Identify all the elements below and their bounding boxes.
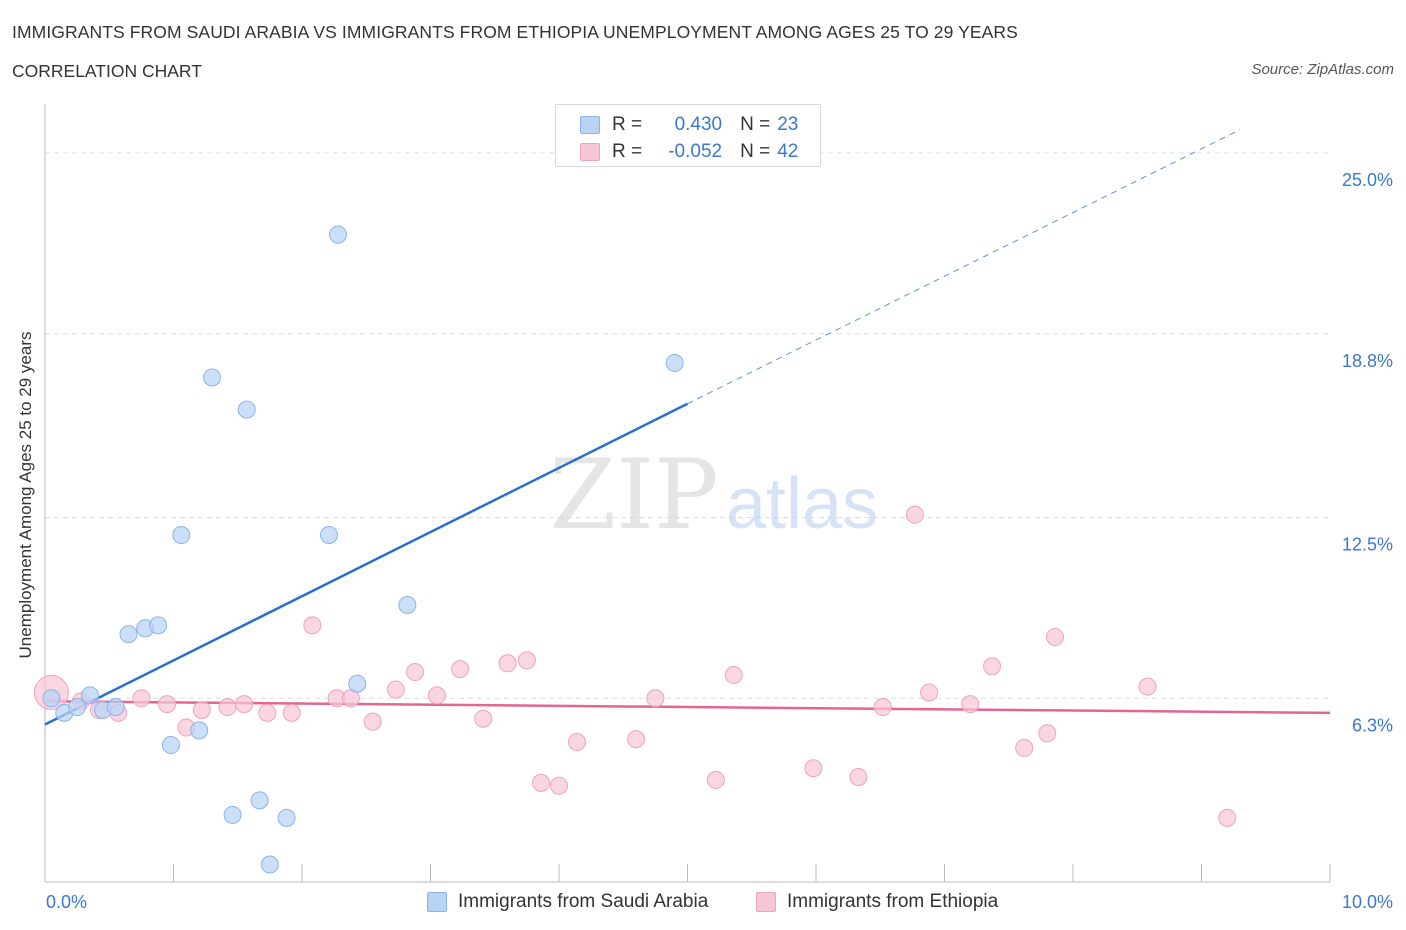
- point-ethiopia: [961, 695, 980, 714]
- legend-n-value-ethiopia: 42: [777, 141, 799, 162]
- x-tick-label: 0.0%: [46, 892, 87, 912]
- legend-r-value-saudi: 0.430: [674, 114, 723, 135]
- point-ethiopia: [905, 505, 924, 524]
- point-saudi: [106, 698, 125, 717]
- point-ethiopia: [1015, 738, 1034, 757]
- trend-line-saudi: [44, 402, 689, 726]
- point-saudi: [398, 595, 417, 614]
- legend-row-saudi: R = 0.430 N = 23: [580, 113, 798, 137]
- y-axis-title: Unemployment Among Ages 25 to 29 years: [16, 331, 35, 659]
- point-saudi: [250, 791, 269, 810]
- legend-n-value-saudi: 23: [777, 114, 799, 135]
- point-ethiopia: [567, 733, 586, 752]
- point-saudi: [277, 808, 296, 827]
- point-ethiopia: [1218, 808, 1237, 827]
- point-ethiopia: [627, 730, 646, 749]
- axes: [44, 104, 1331, 883]
- x-tick-label: 10.0%: [1342, 892, 1393, 912]
- trend-line-saudi-extension: [687, 129, 1241, 405]
- y-tick-label: 6.3%: [1352, 715, 1393, 735]
- point-ethiopia: [258, 703, 277, 722]
- legend-swatch-ethiopia: [580, 143, 600, 161]
- point-saudi: [119, 625, 138, 644]
- point-saudi: [348, 674, 367, 693]
- y-tick-label: 18.8%: [1342, 351, 1393, 371]
- point-ethiopia: [406, 663, 425, 682]
- watermark: ZIP atlas: [549, 439, 878, 551]
- gridlines: [45, 152, 1330, 699]
- point-saudi: [80, 686, 99, 705]
- bottom-legend-swatch-ethiopia: [756, 892, 776, 912]
- point-saudi: [190, 721, 209, 740]
- bottom-legend-label-saudi: Immigrants from Saudi Arabia: [458, 891, 709, 912]
- point-ethiopia: [218, 698, 237, 717]
- point-saudi: [203, 368, 222, 387]
- point-ethiopia: [474, 709, 493, 728]
- watermark-zip: ZIP: [549, 439, 718, 551]
- source-label: Source: ZipAtlas.com: [1251, 61, 1394, 78]
- point-ethiopia: [132, 689, 151, 708]
- point-ethiopia: [550, 776, 568, 795]
- point-saudi: [42, 689, 61, 708]
- legend-r-value-ethiopia: -0.052: [668, 141, 723, 162]
- legend-n-label: N =: [740, 114, 771, 135]
- point-ethiopia: [873, 698, 892, 717]
- watermark-atlas: atlas: [726, 464, 878, 544]
- point-ethiopia: [235, 695, 254, 714]
- point-saudi: [319, 525, 338, 544]
- point-ethiopia: [646, 689, 665, 708]
- point-saudi: [665, 353, 684, 372]
- point-ethiopia: [983, 657, 1002, 676]
- legend-n-label: N =: [740, 141, 771, 162]
- point-ethiopia: [363, 712, 382, 731]
- point-saudi: [149, 616, 168, 635]
- data-points: [33, 225, 1237, 874]
- point-ethiopia: [386, 680, 405, 699]
- point-ethiopia: [706, 770, 725, 789]
- point-ethiopia: [920, 683, 939, 702]
- legend-r-label: R =: [612, 114, 643, 135]
- chart-subtitle: CORRELATION CHART: [12, 61, 202, 81]
- point-ethiopia: [804, 759, 823, 778]
- point-ethiopia: [849, 768, 868, 787]
- point-ethiopia: [158, 695, 177, 714]
- legend-r-label: R =: [612, 141, 643, 162]
- point-ethiopia: [517, 651, 536, 670]
- point-saudi: [237, 400, 256, 419]
- point-ethiopia: [427, 686, 446, 705]
- point-saudi: [172, 525, 191, 544]
- point-ethiopia: [498, 654, 517, 673]
- y-tick-label: 12.5%: [1342, 534, 1393, 554]
- legend-row-ethiopia: R = -0.052 N = 42: [580, 140, 798, 164]
- chart-title: IMMIGRANTS FROM SAUDI ARABIA VS IMMIGRAN…: [12, 22, 1018, 42]
- point-ethiopia: [1038, 724, 1057, 743]
- tick-labels: 6.3% 12.5% 18.8% 25.0% 0.0% 10.0%: [46, 170, 1393, 912]
- point-ethiopia: [303, 616, 322, 635]
- trend-lines: [44, 129, 1331, 726]
- bottom-legend-ethiopia: Immigrants from Ethiopia: [756, 889, 998, 915]
- correlation-legend: R = 0.430 N = 23 R = -0.052 N = 42: [555, 104, 821, 167]
- point-ethiopia: [724, 665, 743, 684]
- point-ethiopia: [282, 703, 301, 722]
- trend-line-ethiopia: [44, 699, 1331, 715]
- point-ethiopia: [451, 660, 470, 679]
- point-ethiopia: [532, 773, 551, 792]
- bottom-legend-saudi: Immigrants from Saudi Arabia: [427, 889, 708, 915]
- point-saudi: [260, 855, 279, 874]
- point-saudi: [223, 805, 242, 824]
- bottom-legend-swatch-saudi: [427, 892, 447, 912]
- legend-swatch-saudi: [580, 116, 600, 134]
- point-saudi: [68, 698, 87, 717]
- bottom-legend-label-ethiopia: Immigrants from Ethiopia: [787, 891, 999, 912]
- point-saudi: [328, 225, 347, 244]
- point-ethiopia: [1138, 677, 1157, 696]
- point-ethiopia: [192, 700, 211, 719]
- y-tick-label: 25.0%: [1342, 170, 1393, 190]
- point-ethiopia: [1046, 628, 1065, 647]
- point-saudi: [161, 735, 180, 754]
